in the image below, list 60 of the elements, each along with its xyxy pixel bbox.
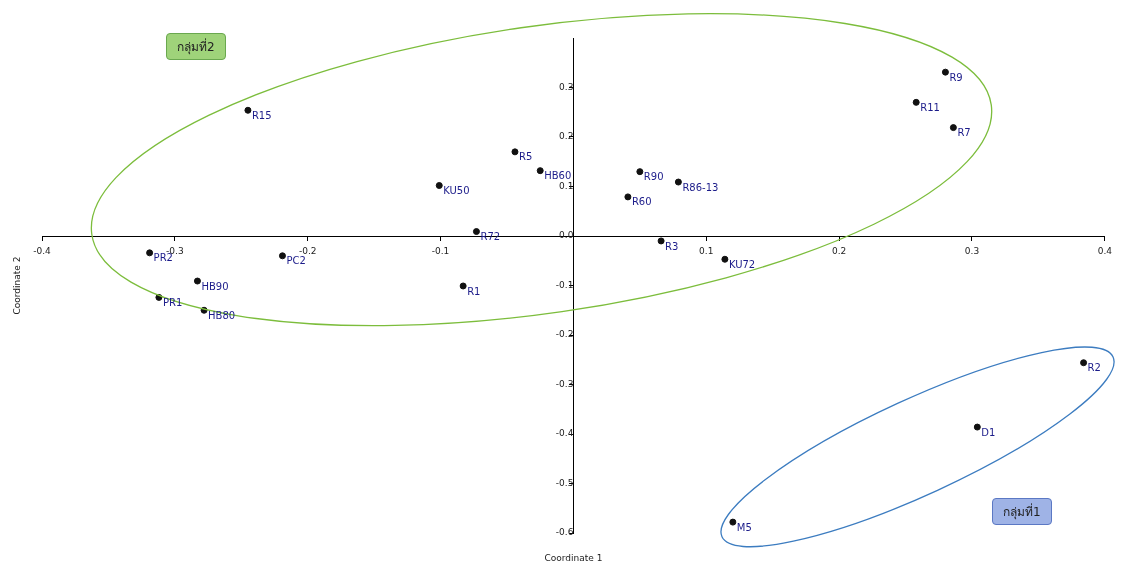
point [949, 124, 957, 132]
annotation: R3 [665, 240, 679, 252]
annotation: M5 [736, 521, 752, 533]
annotation: KU50 [443, 185, 470, 197]
x-tick-label: -0.2 [298, 245, 317, 256]
point [244, 106, 252, 114]
annotation: HB80 [208, 309, 236, 321]
point [472, 228, 480, 236]
annotation: HB90 [201, 280, 229, 292]
annotation: HB60 [544, 170, 572, 182]
point [657, 237, 665, 245]
y-tick-label: -0.3 [555, 378, 574, 389]
point [941, 68, 949, 76]
y-tick-label: 0.3 [559, 81, 574, 92]
point [674, 178, 682, 186]
point [973, 423, 981, 431]
annotation: PC2 [286, 255, 306, 267]
point [459, 282, 467, 290]
point [536, 167, 544, 175]
y-tick-label: -0.4 [555, 428, 574, 439]
x-tick-label: -0.1 [431, 245, 450, 256]
x-tick-label: 0.4 [1097, 245, 1113, 256]
annotation: R7 [957, 127, 971, 139]
point [636, 168, 644, 176]
y-tick-label: 0.1 [559, 180, 574, 191]
point [146, 249, 154, 257]
point [1080, 359, 1088, 367]
point [193, 277, 201, 285]
annotation: R60 [631, 196, 652, 208]
point [729, 518, 737, 526]
y-tick-label: -0.1 [555, 279, 574, 290]
y-tick-label: 0.2 [559, 131, 574, 142]
y-tick-label: -0.5 [555, 477, 574, 488]
annotation: D1 [981, 426, 996, 438]
point [278, 252, 286, 260]
annotation: กลุ่มที่1 [992, 498, 1052, 525]
annotation: R1 [467, 285, 481, 297]
y-tick-label: -0.2 [555, 329, 574, 340]
annotation: KU72 [728, 258, 756, 270]
y-axis-title: Coordinate 2 [12, 256, 23, 315]
x-tick-label: 0.1 [699, 245, 714, 256]
point [912, 98, 920, 106]
annotation: R5 [518, 151, 533, 163]
point [511, 148, 519, 156]
x-tick-label: 0.3 [964, 245, 980, 256]
point [624, 193, 632, 201]
annotation: R15 [251, 109, 272, 121]
point [435, 182, 443, 190]
annotation: R9 [949, 71, 963, 83]
point [721, 255, 729, 263]
annotation: กลุ่มที่2 [166, 33, 226, 60]
annotation: R2 [1087, 362, 1101, 374]
x-tick-label: 0.2 [831, 245, 847, 256]
x-axis-title: Coordinate 1 [544, 553, 603, 564]
annotation: R11 [920, 101, 940, 113]
annotation: R86-13 [682, 181, 719, 193]
annotation: PR2 [153, 252, 173, 264]
x-tick-label: -0.4 [33, 245, 52, 256]
y-tick-label: -0.6 [555, 527, 574, 538]
annotation: R90 [643, 171, 664, 183]
